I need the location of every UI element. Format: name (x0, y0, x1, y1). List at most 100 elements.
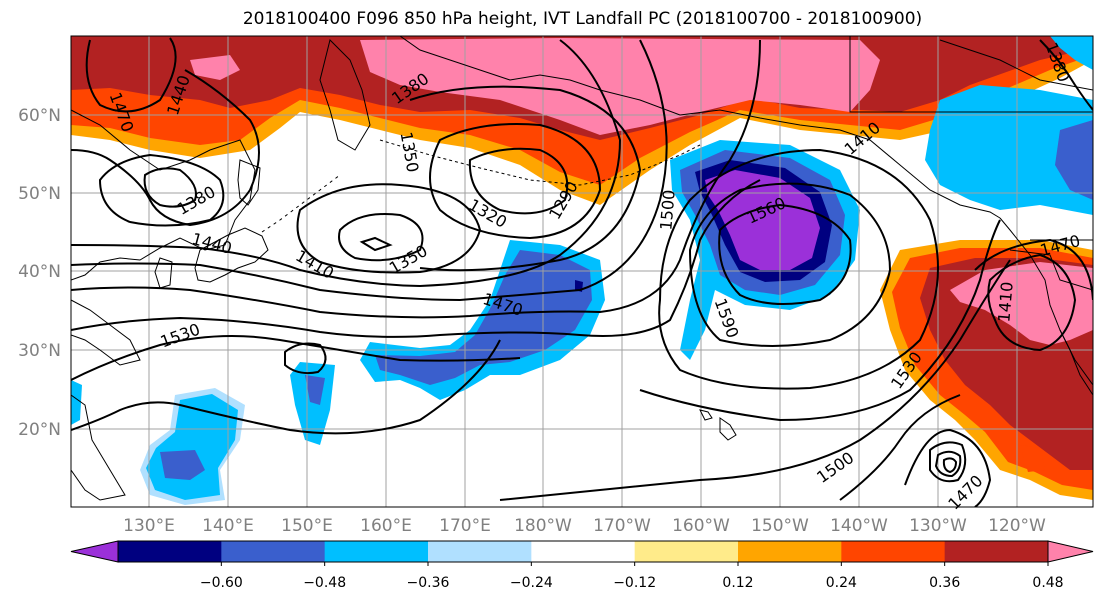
china-coast (71, 299, 141, 366)
latitude-label: 50°N (18, 184, 61, 204)
contour-1500-south-east (839, 394, 961, 501)
contour-1410-ring (98, 153, 225, 227)
contour-1350-low (338, 213, 424, 262)
colorbar-tick-label: −0.24 (510, 575, 553, 591)
contour-1380-low (143, 167, 197, 208)
colorbar-tick-label: −0.60 (200, 575, 243, 591)
colorbar-tick-label: −0.48 (303, 575, 346, 591)
luzon-coast (71, 394, 126, 501)
coastlines (71, 36, 1093, 501)
ivt-negative-ne-lightblue (925, 85, 1093, 215)
contour-cyclone-inner (942, 457, 958, 474)
contour-label: 1410 (994, 281, 1016, 323)
longitude-label: 140°W (830, 516, 888, 536)
contour-1470-long (71, 39, 761, 319)
longitude-label: 170°E (439, 516, 491, 536)
contour-1440-long (71, 39, 668, 302)
longitude-label: 130°E (123, 516, 175, 536)
height-contours (71, 37, 1093, 507)
colorbar-tick-label: 0.36 (929, 575, 960, 591)
map-title: 2018100400 F096 850 hPa height, IVT Land… (242, 9, 923, 29)
colorbar-frame (117, 540, 1049, 563)
latitude-label: 30°N (18, 341, 61, 361)
colorbar-tick-label: −0.12 (613, 575, 656, 591)
contour-1500-long (71, 179, 761, 338)
ivt-negative-west-edge (71, 380, 82, 425)
colorbar-extend-left (70, 540, 119, 563)
ivt-negative-ne-corner (1050, 36, 1093, 70)
aleutian-islands (379, 139, 701, 186)
colorbar (70, 540, 1094, 563)
korea (154, 257, 173, 289)
canada-coast (939, 39, 1093, 91)
longitude-label: 120°W (988, 516, 1046, 536)
contour-1590-high (718, 203, 852, 305)
latitude-label: 60°N (18, 106, 61, 126)
colorbar-segment (944, 541, 1049, 562)
contour-1440-se (974, 238, 1093, 301)
colorbar-tick-label: 0.24 (826, 575, 857, 591)
colorbar-segment (738, 541, 842, 562)
sakhalin-hokkaido (237, 159, 261, 206)
longitude-label: 150°W (751, 516, 809, 536)
colorbar-segment (324, 541, 429, 562)
colorbar-segment (118, 541, 222, 562)
latitude-label: 20°N (18, 420, 61, 440)
japan-honshu (194, 227, 269, 283)
contour-1350-trough (409, 85, 642, 272)
contour-1470-east (499, 259, 1011, 501)
contour-cyclone-mid (934, 450, 962, 478)
colorbar-segment (841, 541, 946, 562)
baja-coast (1059, 329, 1093, 386)
contour-low-center (359, 236, 393, 252)
contour-cyclone-outer (929, 441, 967, 483)
contour-label: 1500 (656, 189, 678, 231)
ivt-negative-sw-blue (160, 450, 205, 480)
ivt-negative-central-purple (705, 170, 820, 270)
asia-coast (71, 109, 256, 281)
contour-1530-long (71, 335, 521, 381)
ivt-positive-core-pink (360, 38, 880, 135)
longitude-label: 130°W (909, 516, 967, 536)
contour-1470-cyclone (904, 428, 992, 507)
longitude-labels: 130°E 140°E 150°E 160°E 170°E 180°W 170°W 160°W… (123, 516, 1046, 536)
ivt-negative-ne-blue (1055, 120, 1093, 200)
contour-1530-ring (658, 148, 939, 390)
colorbar-segment (531, 541, 636, 562)
contour-1500-east (639, 219, 1001, 422)
us-states (1009, 249, 1093, 291)
latitude-label: 40°N (18, 262, 61, 282)
na-west-coast (999, 217, 1093, 396)
contour-1410-se-low (987, 253, 1077, 352)
ivt-positive-se-spot (1020, 445, 1045, 472)
contour-1560-ring (688, 182, 892, 347)
kamchatka (319, 39, 371, 151)
alaska-coast (399, 36, 1001, 219)
kuril-islands (261, 174, 341, 233)
contour-1290-ring (429, 123, 602, 240)
longitude-label: 150°E (281, 516, 333, 536)
contour-1320-low (468, 147, 569, 215)
contour-1380-ring (296, 183, 482, 274)
colorbar-tick-label: 0.12 (722, 575, 753, 591)
alaska-border (849, 36, 1093, 113)
longitude-label: 160°W (672, 516, 730, 536)
ivt-negative-blob-small-core (305, 375, 325, 405)
colorbar-ticks: −0.60 −0.48 −0.36 −0.24 −0.12 0.12 0.24 0.36 0.4… (200, 562, 1064, 591)
map-frame (70, 35, 1094, 508)
contour-small-high (284, 342, 327, 375)
latitude-labels: 60°N 50°N 40°N 30°N 20°N (18, 106, 61, 440)
colorbar-extend-right (1047, 540, 1094, 563)
contour-1440-nw (85, 37, 177, 113)
colorbar-segment (221, 541, 326, 562)
longitude-label: 160°E (360, 516, 412, 536)
contour-1380-ne (1039, 39, 1093, 111)
contour-1560-south (71, 339, 501, 435)
longitude-label: 140°E (202, 516, 254, 536)
ivt-negative-streak-blue (375, 250, 592, 385)
colorbar-tick-label: 0.48 (1032, 575, 1063, 591)
colorbar-tick-label: −0.36 (407, 575, 450, 591)
colorbar-segment (634, 541, 739, 562)
hawaii (699, 409, 737, 441)
longitude-label: 180°W (514, 516, 572, 536)
